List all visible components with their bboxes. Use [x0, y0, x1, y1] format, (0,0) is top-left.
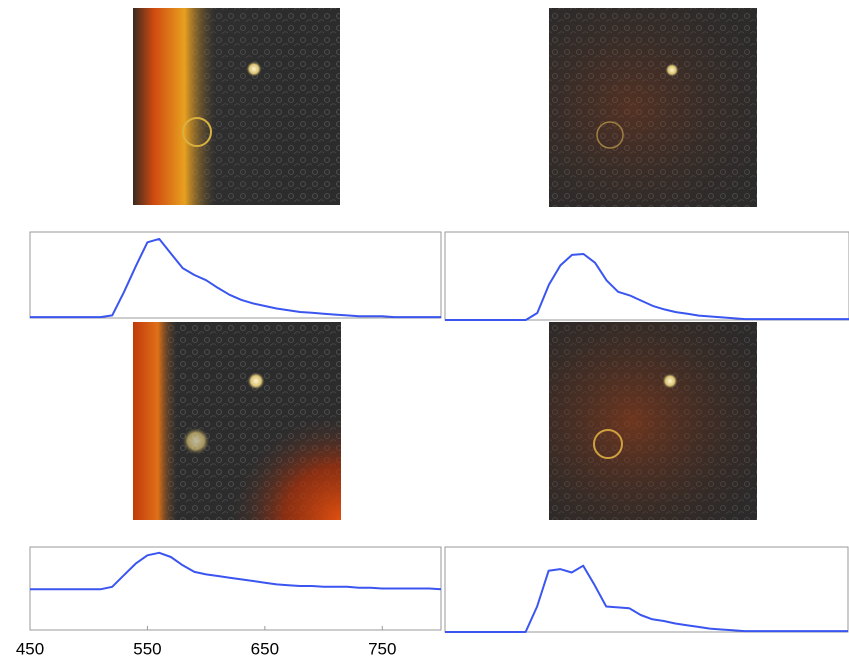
x-tick-label: 550 — [133, 639, 161, 658]
spectrum-line — [30, 551, 442, 591]
image-bottom-right — [549, 322, 757, 520]
plot-frame — [444, 546, 849, 633]
x-tick-label: 450 — [16, 639, 44, 658]
plot-frame — [29, 231, 442, 319]
image-top-left — [133, 8, 340, 205]
spectrum-line — [445, 564, 848, 633]
x-tick-label: 650 — [251, 639, 279, 658]
spectrum-line — [445, 253, 849, 321]
image-top-right — [549, 8, 757, 207]
x-tick-label: 750 — [368, 639, 396, 658]
plot-frame — [444, 231, 849, 321]
image-bottom-left — [133, 322, 341, 520]
spectrum-line — [30, 237, 441, 319]
